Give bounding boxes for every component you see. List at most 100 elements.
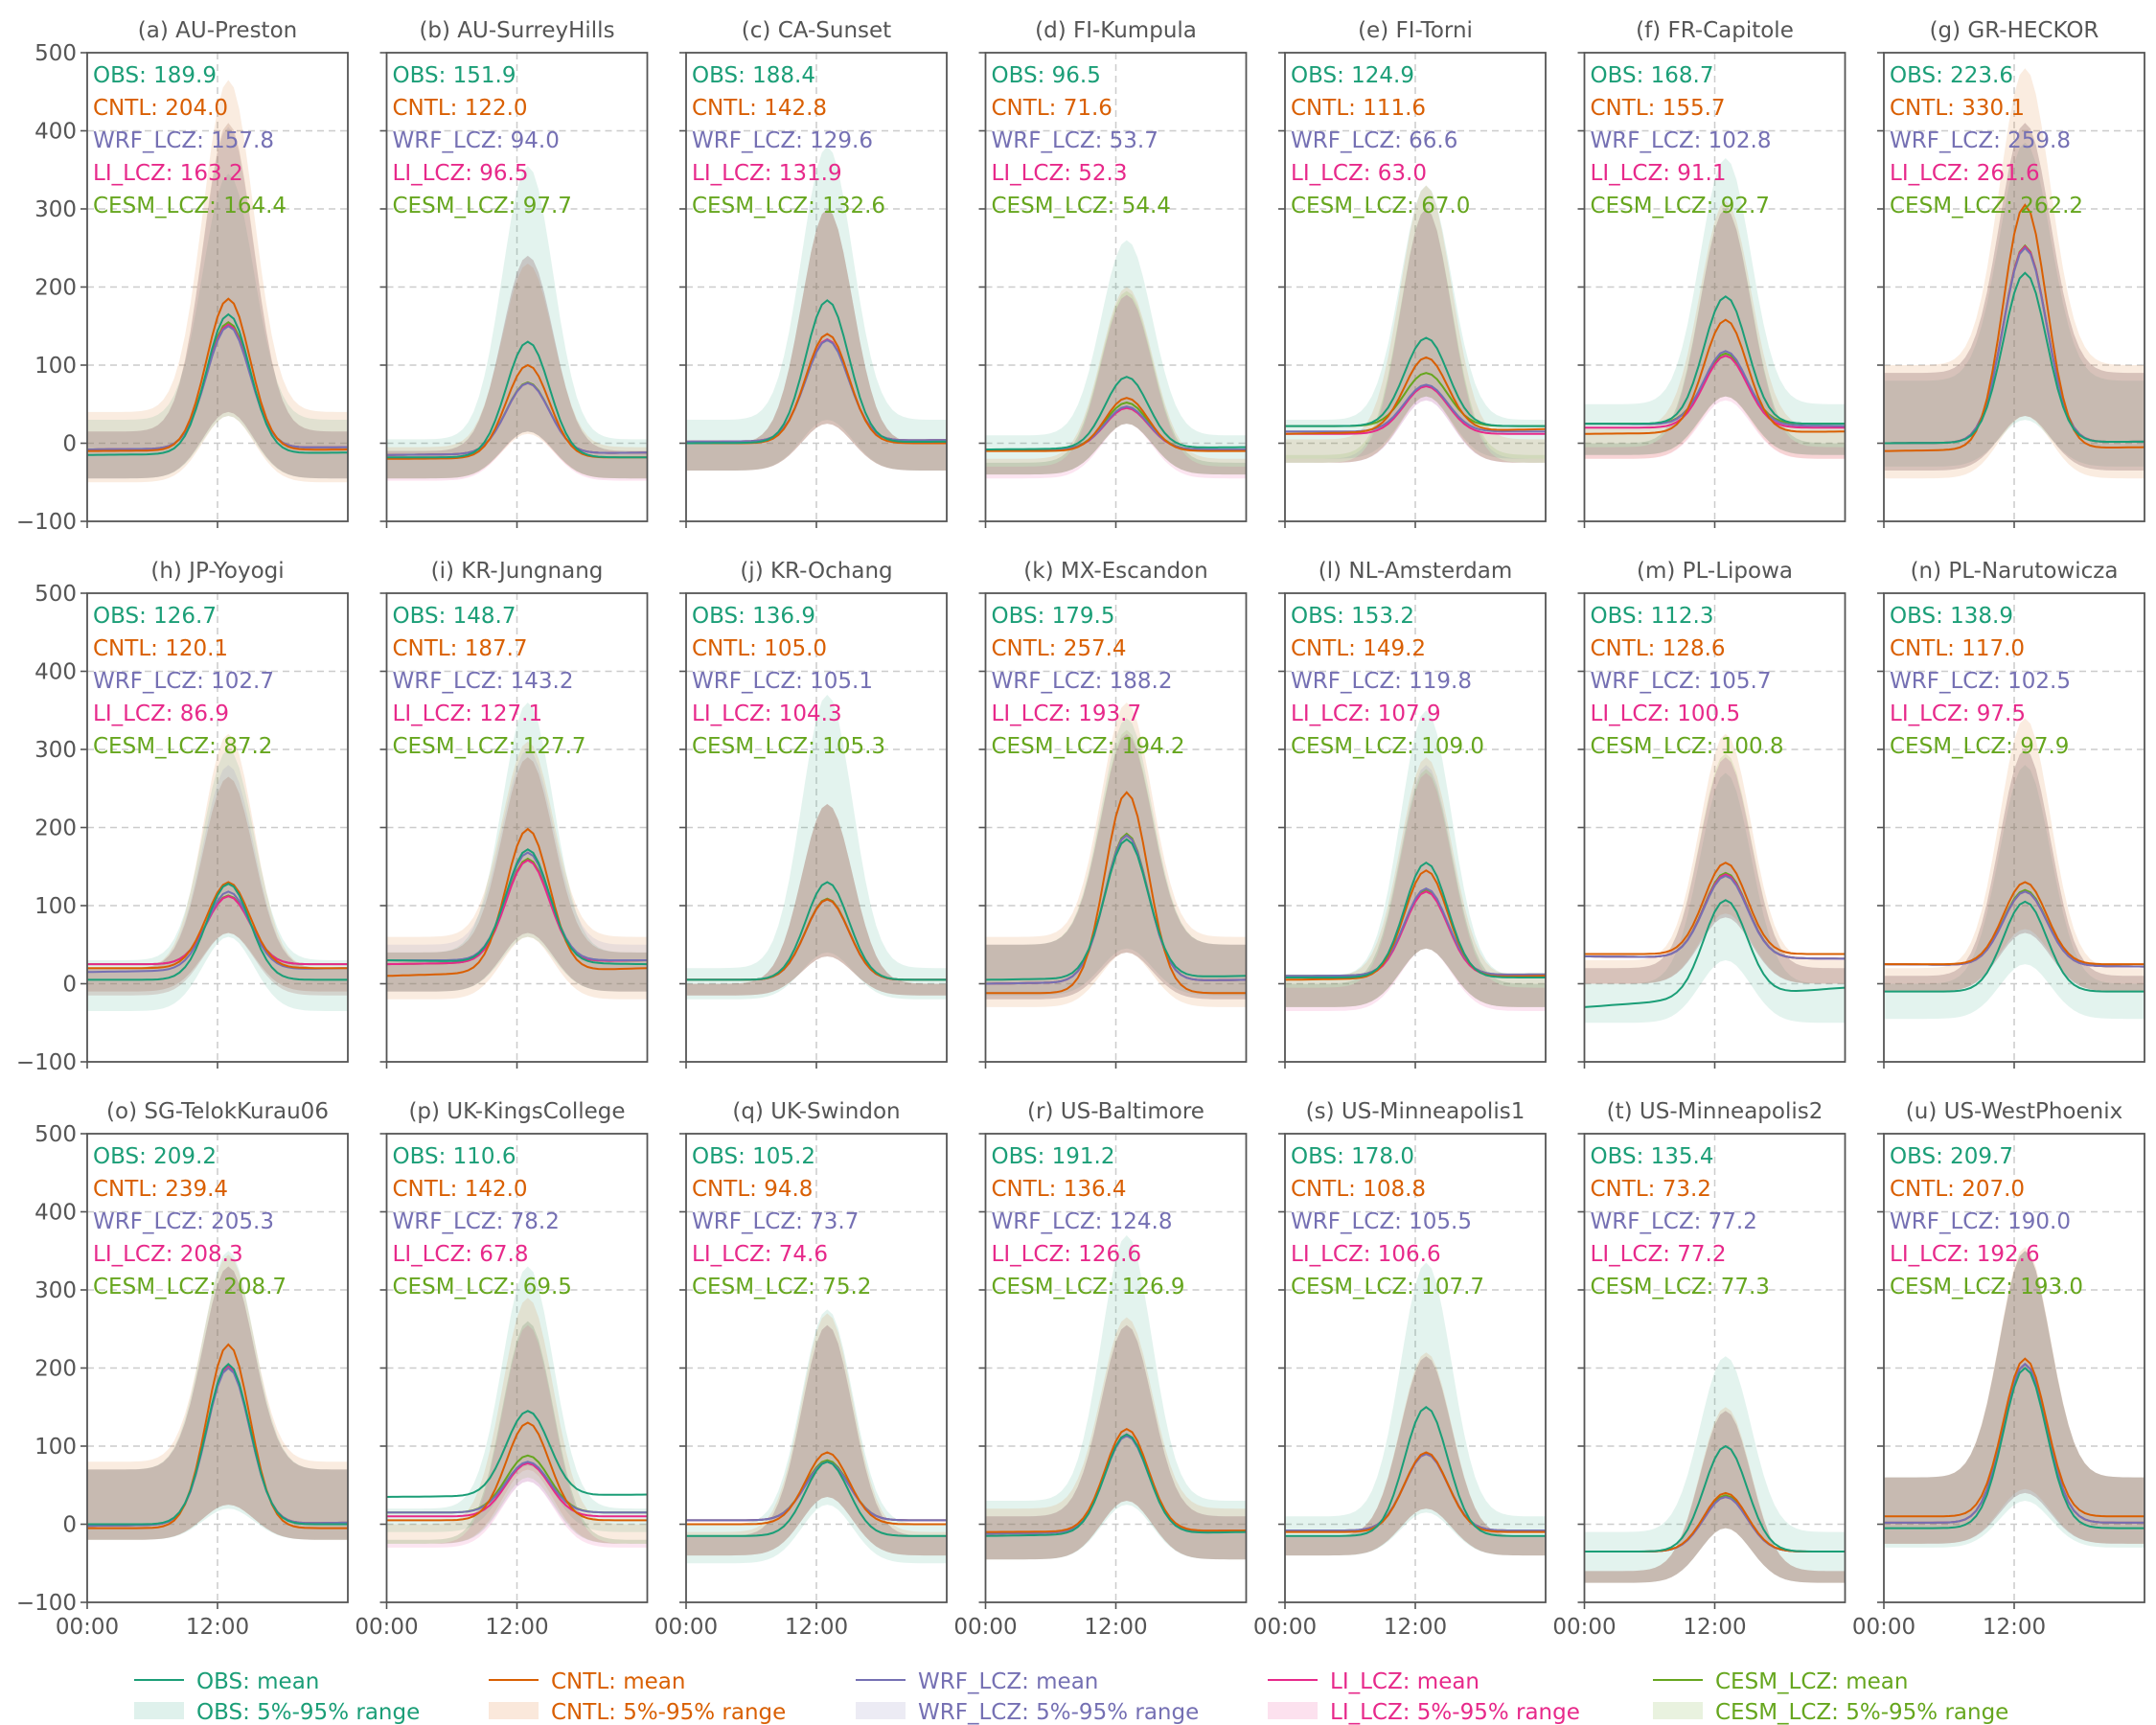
mean-line-li_lcz	[1584, 355, 1846, 429]
stat-label-obs: OBS: 191.2	[992, 1144, 1115, 1169]
mean-line-obs	[985, 376, 1247, 450]
range-band-li_lcz	[1285, 1356, 1546, 1556]
range-band-obs	[985, 240, 1247, 475]
stat-label-wrf_lcz: WRF_LCZ: 78.2	[393, 1209, 560, 1234]
panel-g: (g) GR-HECKOR OBS: 223.6 CNTL: 330.1 WRF_LC…	[1877, 18, 2145, 528]
y-tick-label: 400	[34, 120, 77, 145]
stat-label-obs: OBS: 112.3	[1591, 604, 1714, 629]
stat-label-cntl: CNTL: 117.0	[1890, 636, 2025, 661]
stat-label-wrf_lcz: WRF_LCZ: 94.0	[393, 128, 560, 153]
panel-o: (o) SG-TelokKurau06 −100 0 100 200 300 400 500 0…	[16, 1099, 349, 1640]
legend-range-label: CESM_LCZ: 5%-95% range	[1715, 1700, 2008, 1725]
panel-title: (e) FI-Torni	[1358, 18, 1473, 43]
legend-mean-label: OBS: mean	[196, 1669, 319, 1694]
panel-s: (s) US-Minneapolis1 00:00 12:00 OBS: 178.0 C…	[1253, 1099, 1547, 1640]
panels-grid: (a) AU-Preston −100 0 100 200 300 400 500 OBS: 1…	[16, 18, 2145, 1640]
range-band-wrf_lcz	[1285, 209, 1546, 463]
y-tick-label: −100	[16, 1591, 77, 1616]
mean-line-obs	[87, 883, 348, 981]
range-band-wrf_lcz	[1285, 765, 1546, 1007]
mean-line-cntl	[1584, 862, 1846, 955]
range-band-wrf_lcz	[87, 765, 348, 996]
mean-line-cntl	[1884, 203, 2145, 452]
mean-line-wrf_lcz	[87, 325, 348, 450]
range-band-wrf_lcz	[985, 733, 1247, 1000]
range-band-obs	[1884, 142, 2145, 467]
stat-label-obs: OBS: 105.2	[692, 1144, 815, 1169]
panel-t: (t) US-Minneapolis2 00:00 12:00 OBS: 135.4 C…	[1552, 1099, 1846, 1640]
stat-label-li_lcz: LI_LCZ: 63.0	[1291, 161, 1427, 186]
stat-label-cntl: CNTL: 142.8	[692, 96, 827, 121]
stat-label-cesm_lcz: CESM_LCZ: 193.0	[1890, 1275, 2083, 1300]
stat-label-li_lcz: LI_LCZ: 106.6	[1291, 1242, 1441, 1267]
mean-line-obs	[686, 299, 947, 445]
mean-line-obs	[1884, 900, 2145, 993]
range-band-cesm_lcz	[1285, 1356, 1546, 1556]
stat-label-wrf_lcz: WRF_LCZ: 190.0	[1890, 1209, 2071, 1234]
mean-line-cntl	[87, 1343, 348, 1530]
range-band-obs	[686, 146, 947, 472]
stat-label-cesm_lcz: CESM_LCZ: 194.2	[992, 734, 1185, 759]
mean-line-obs	[1884, 271, 2145, 445]
stat-label-wrf_lcz: WRF_LCZ: 53.7	[992, 128, 1158, 153]
range-band-obs	[386, 166, 648, 479]
range-band-wrf_lcz	[686, 209, 947, 471]
range-band-cntl	[1884, 1247, 2145, 1544]
mean-line-wrf_lcz	[686, 1460, 947, 1522]
range-band-li_lcz	[1285, 209, 1546, 463]
stat-label-cntl: CNTL: 204.0	[93, 96, 228, 121]
stat-label-li_lcz: LI_LCZ: 131.9	[692, 161, 842, 186]
range-band-cntl	[87, 80, 348, 483]
stat-label-wrf_lcz: WRF_LCZ: 77.2	[1591, 1209, 1757, 1234]
range-band-li_lcz	[87, 123, 348, 479]
x-tick-label: 12:00	[1084, 1615, 1147, 1640]
range-band-cesm_lcz	[1584, 1411, 1846, 1583]
range-band-cesm_lcz	[686, 804, 947, 996]
y-tick-label: 300	[34, 197, 77, 222]
y-tick-label: −100	[16, 1050, 77, 1075]
mean-line-obs	[386, 340, 648, 459]
legend-band-wrf_lcz	[856, 1702, 906, 1719]
stat-label-cesm_lcz: CESM_LCZ: 262.2	[1890, 194, 2083, 218]
stat-label-obs: OBS: 188.4	[692, 63, 815, 88]
y-tick-label: 300	[34, 1278, 77, 1303]
range-band-cntl	[87, 1254, 348, 1540]
x-tick-label: 00:00	[953, 1615, 1017, 1640]
range-band-li_lcz	[1884, 749, 2145, 992]
panel-h: (h) JP-Yoyogi −100 0 100 200 300 400 500 OBS: 12…	[16, 559, 349, 1075]
range-band-cntl	[1285, 185, 1546, 463]
y-tick-label: 200	[34, 276, 77, 301]
range-band-cesm_lcz	[1285, 769, 1546, 1007]
stat-label-cntl: CNTL: 73.2	[1591, 1177, 1711, 1202]
mean-line-wrf_lcz	[386, 1460, 648, 1514]
y-tick-label: 200	[34, 1357, 77, 1382]
panel-j: (j) KR-Ochang OBS: 136.9 CNTL: 105.0 WRF_LC…	[679, 559, 948, 1069]
stat-label-li_lcz: LI_LCZ: 261.6	[1890, 161, 2040, 186]
panel-title: (l) NL-Amsterdam	[1319, 559, 1513, 584]
range-band-cesm_lcz	[87, 123, 348, 479]
x-tick-label: 12:00	[1384, 1615, 1447, 1640]
stat-label-cntl: CNTL: 207.0	[1890, 1177, 2025, 1202]
range-band-li_lcz	[87, 776, 348, 992]
mean-line-obs	[1584, 1444, 1846, 1552]
range-band-cesm_lcz	[1884, 1251, 2145, 1544]
stat-label-li_lcz: LI_LCZ: 67.8	[393, 1242, 529, 1267]
stat-label-wrf_lcz: WRF_LCZ: 119.8	[1291, 669, 1472, 694]
legend-mean-label: LI_LCZ: mean	[1330, 1669, 1479, 1694]
range-band-li_lcz	[686, 804, 947, 996]
mean-line-cntl	[386, 1421, 648, 1522]
range-band-cntl	[386, 264, 648, 479]
panel-l: (l) NL-Amsterdam OBS: 153.2 CNTL: 149.2 WRF…	[1278, 559, 1547, 1069]
panel-title: (g) GR-HECKOR	[1930, 18, 2099, 43]
y-tick-label: 500	[34, 41, 77, 66]
stat-label-li_lcz: LI_LCZ: 208.3	[93, 1242, 243, 1267]
panel-c: (c) CA-Sunset OBS: 188.4 CNTL: 142.8 WRF_LC…	[679, 18, 948, 528]
stat-label-obs: OBS: 124.9	[1291, 63, 1414, 88]
panel-title: (u) US-WestPhoenix	[1906, 1099, 2122, 1124]
mean-line-obs	[1884, 1367, 2145, 1530]
panel-title: (b) AU-SurreyHills	[419, 18, 614, 43]
panel-p: (p) UK-KingsCollege 00:00 12:00 OBS: 110.6 C…	[355, 1099, 649, 1640]
mean-line-obs	[1584, 295, 1846, 426]
panel-title: (q) UK-Swindon	[732, 1099, 900, 1124]
stat-label-cntl: CNTL: 330.1	[1890, 96, 2025, 121]
